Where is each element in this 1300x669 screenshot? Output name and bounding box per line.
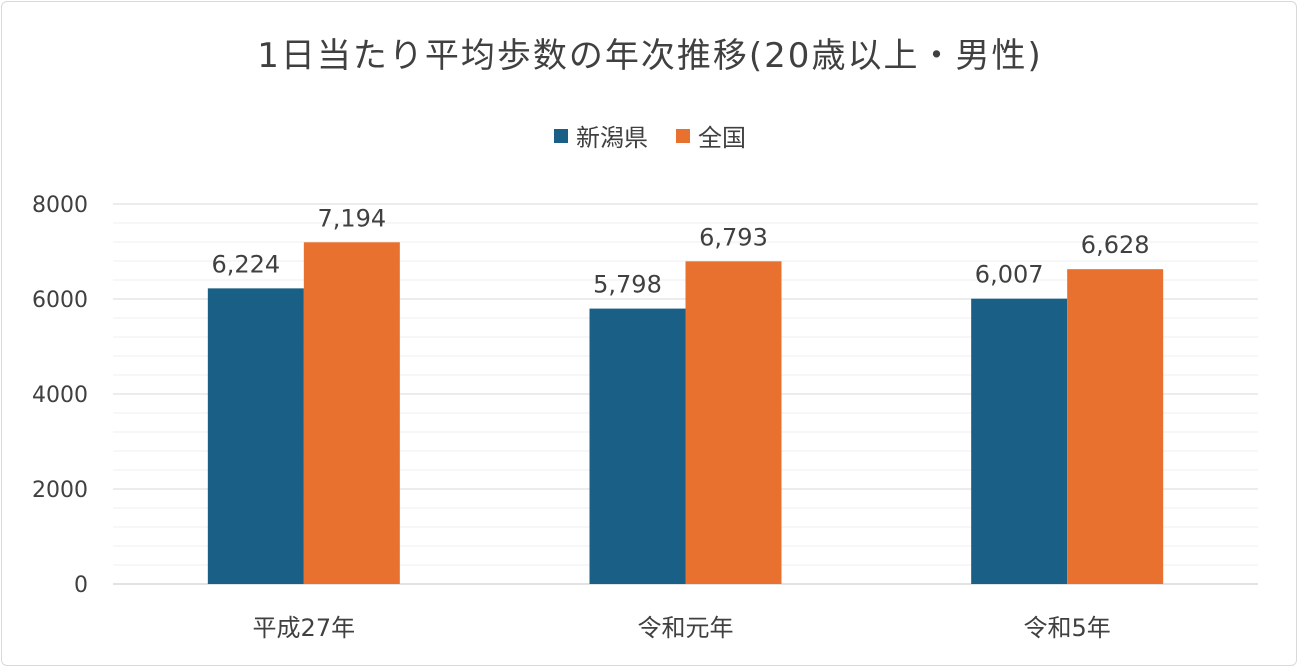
legend-label-series-2: 全国 <box>698 124 746 152</box>
y-tick-label: 2000 <box>32 478 88 503</box>
data-label: 5,798 <box>593 271 662 299</box>
y-tick-label: 8000 <box>32 193 88 218</box>
bar-1 <box>971 298 1068 584</box>
y-tick-label: 4000 <box>32 383 88 408</box>
x-category-label: 令和5年 <box>1024 614 1111 642</box>
y-tick-label: 0 <box>74 573 88 598</box>
data-label: 6,793 <box>699 223 768 251</box>
bar-2 <box>303 242 400 584</box>
data-label: 6,007 <box>975 261 1044 289</box>
bar-2 <box>685 261 782 584</box>
legend-item-series-2: 全国 <box>676 118 746 153</box>
y-tick-label: 6000 <box>32 288 88 313</box>
legend-item-series-1: 新潟県 <box>554 118 648 153</box>
bar-1 <box>589 308 686 584</box>
legend-swatch-series-2 <box>676 128 690 143</box>
legend-swatch-series-1 <box>554 128 568 143</box>
data-label: 6,224 <box>211 250 280 278</box>
bar-2 <box>1067 269 1164 584</box>
legend-label-series-1: 新潟県 <box>576 124 648 152</box>
data-label: 6,628 <box>1081 231 1150 259</box>
data-label: 7,194 <box>317 204 386 232</box>
x-category-label: 平成27年 <box>253 614 356 642</box>
legend: 新潟県 全国 <box>0 118 1300 153</box>
chart-title: 1日当たり平均歩数の年次推移(20歳以上・男性) <box>257 36 1043 76</box>
x-category-label: 令和元年 <box>638 614 734 642</box>
bar-1 <box>207 288 304 584</box>
